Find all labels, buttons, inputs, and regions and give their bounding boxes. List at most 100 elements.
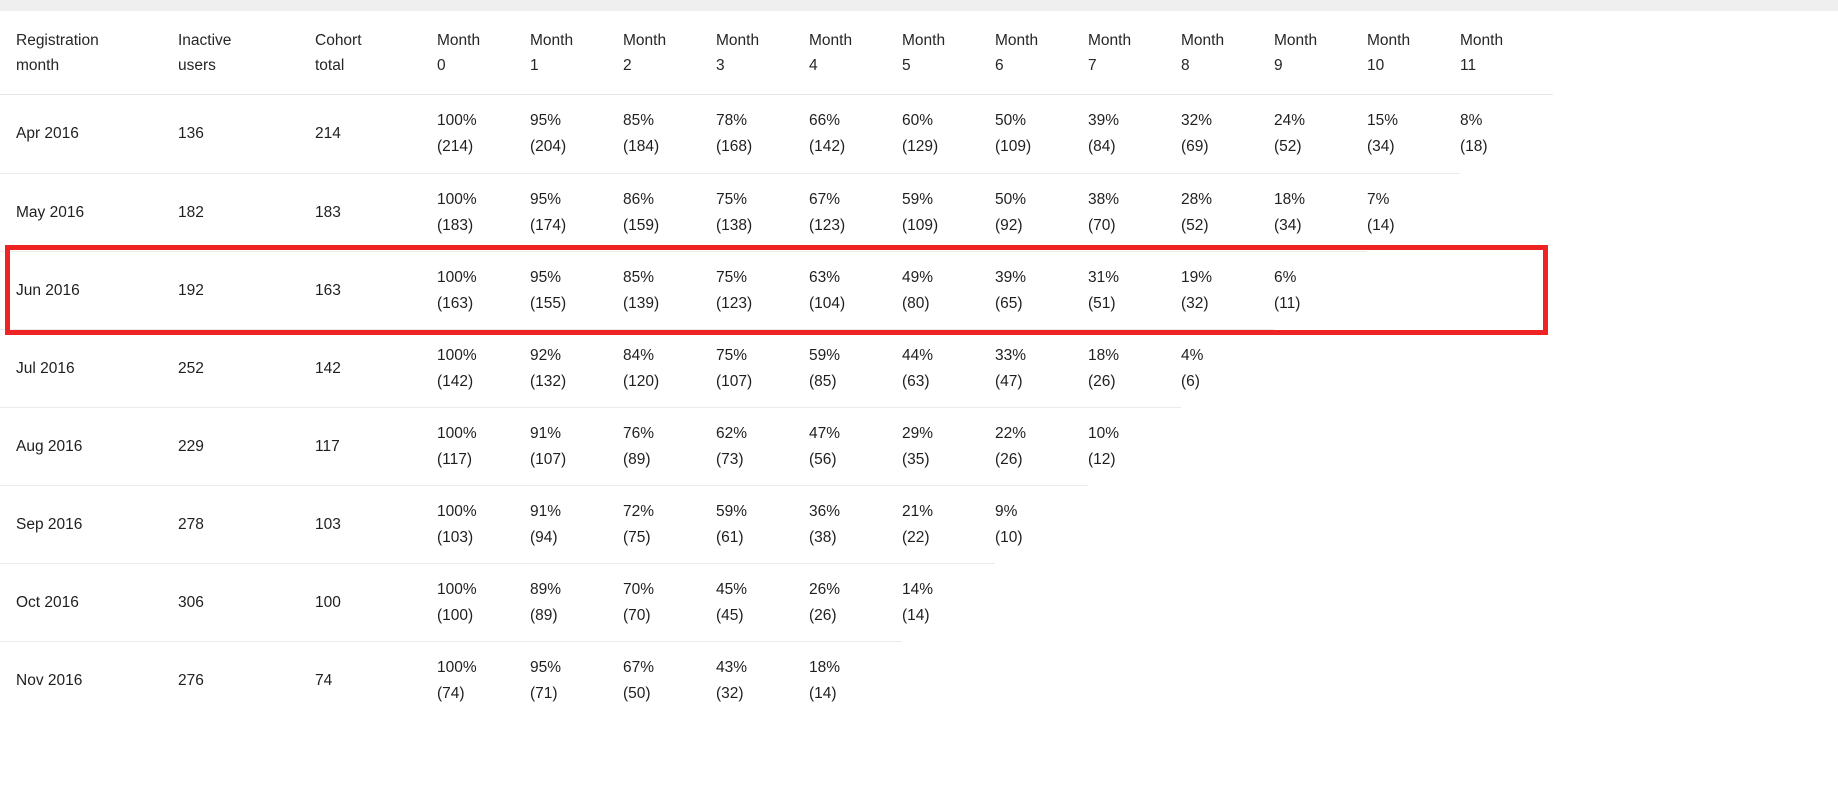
retention-percent: 63% [809, 268, 841, 286]
retention-cell-month-9: 6% (11) [1274, 251, 1367, 329]
retention-percent: 24% [1274, 112, 1306, 129]
retention-count: (155) [530, 294, 567, 312]
column-header-month-2: Month 2 [623, 31, 667, 74]
empty-cell-month-11 [1460, 485, 1553, 563]
retention-percent: 43% [716, 658, 748, 676]
retention-percent: 50% [995, 112, 1027, 129]
retention-count: (18) [1460, 138, 1488, 155]
retention-percent: 18% [1274, 190, 1306, 208]
table-row-jun-2016-highlighted: Jun 2016 192 163 100% (163) 95% (155) 85% (139) 7… [0, 245, 1553, 335]
retention-cell-month-4: 63% (104) [809, 251, 902, 329]
retention-count: (10) [995, 528, 1023, 546]
retention-percent: 86% [623, 190, 655, 208]
empty-cell-month-8 [1181, 485, 1274, 563]
table-header-row: Registration month Inactive users Cohort tota… [0, 11, 1553, 95]
retention-cell-month-8: 28% (52) [1181, 173, 1274, 251]
inactive-users-cell: 306 [178, 563, 315, 641]
retention-cell-month-4: 18% (14) [809, 641, 902, 719]
retention-percent: 9% [995, 502, 1018, 520]
retention-count: (75) [623, 528, 651, 546]
retention-count: (109) [995, 138, 1032, 155]
cohort-total-cell: 100 [315, 563, 437, 641]
retention-percent: 67% [809, 190, 841, 208]
retention-percent: 38% [1088, 190, 1120, 208]
column-header-month-10: Month 10 [1367, 31, 1411, 74]
inactive-users-cell: 229 [178, 407, 315, 485]
retention-cell-month-5: 49% (80) [902, 251, 995, 329]
retention-count: (129) [902, 138, 939, 155]
retention-cell-month-0: 100% (214) [437, 95, 530, 173]
column-header-month-4: Month 4 [809, 31, 853, 74]
retention-percent: 100% [437, 424, 477, 442]
retention-cell-month-7: 39% (84) [1088, 95, 1181, 173]
retention-percent: 21% [902, 502, 934, 520]
retention-cell-month-3: 45% (45) [716, 563, 809, 641]
retention-percent: 62% [716, 424, 748, 442]
retention-count: (38) [809, 528, 837, 546]
retention-percent: 70% [623, 580, 655, 598]
empty-cell-month-11 [1460, 329, 1553, 407]
cohort-total-cell: 163 [315, 251, 437, 329]
column-header-month-8: Month 8 [1181, 31, 1225, 74]
retention-cell-month-1: 95% (174) [530, 173, 623, 251]
retention-percent: 60% [902, 112, 934, 129]
inactive-users-cell: 192 [178, 251, 315, 329]
retention-count: (14) [809, 684, 837, 702]
registration-month-cell: Aug 2016 [0, 407, 178, 485]
retention-count: (12) [1088, 450, 1116, 468]
retention-count: (74) [437, 684, 465, 702]
retention-cell-month-0: 100% (183) [437, 173, 530, 251]
retention-percent: 95% [530, 658, 562, 676]
inactive-users-cell: 278 [178, 485, 315, 563]
retention-count: (45) [716, 606, 744, 624]
retention-count: (32) [1181, 294, 1209, 312]
retention-cell-month-10: 15% (34) [1367, 95, 1460, 173]
retention-count: (56) [809, 450, 837, 468]
retention-count: (123) [716, 294, 753, 312]
retention-percent: 100% [437, 658, 477, 676]
retention-cell-month-5: 21% (22) [902, 485, 995, 563]
retention-cell-month-0: 100% (163) [437, 251, 530, 329]
retention-cell-month-1: 91% (107) [530, 407, 623, 485]
retention-percent: 100% [437, 112, 477, 129]
retention-percent: 4% [1181, 346, 1204, 364]
retention-percent: 15% [1367, 112, 1399, 129]
retention-count: (71) [530, 684, 558, 702]
retention-cell-month-0: 100% (103) [437, 485, 530, 563]
retention-count: (132) [530, 372, 567, 390]
table-row-may-2016: May 2016 182 183 100% (183) 95% (174) 86% (159) 7… [0, 173, 1553, 251]
retention-percent: 32% [1181, 112, 1213, 129]
retention-cell-month-2: 85% (139) [623, 251, 716, 329]
registration-month-cell: Oct 2016 [0, 563, 178, 641]
retention-cell-month-1: 95% (71) [530, 641, 623, 719]
retention-cell-month-4: 66% (142) [809, 95, 902, 173]
retention-count: (168) [716, 138, 753, 155]
retention-percent: 75% [716, 268, 748, 286]
retention-percent: 75% [716, 190, 748, 208]
retention-count: (104) [809, 294, 846, 312]
retention-cell-month-2: 84% (120) [623, 329, 716, 407]
retention-cell-month-11: 8% (18) [1460, 95, 1553, 173]
empty-cell-month-8 [1181, 641, 1274, 719]
retention-percent: 91% [530, 424, 562, 442]
column-header-month-5: Month 5 [902, 31, 946, 74]
retention-percent: 45% [716, 580, 748, 598]
retention-percent: 75% [716, 346, 748, 364]
retention-cell-month-9: 24% (52) [1274, 95, 1367, 173]
column-header-month-6: Month 6 [995, 31, 1039, 74]
retention-cell-month-1: 91% (94) [530, 485, 623, 563]
table-row-apr-2016: Apr 2016 136 214 100% (214) 95% (204) 85% (184) 7… [0, 95, 1553, 173]
empty-cell-month-9 [1274, 563, 1367, 641]
cohort-total-cell: 183 [315, 173, 437, 251]
inactive-users-cell: 136 [178, 125, 204, 142]
empty-cell-month-11 [1460, 563, 1553, 641]
retention-count: (70) [623, 606, 651, 624]
retention-cell-month-4: 67% (123) [809, 173, 902, 251]
retention-count: (123) [809, 216, 846, 234]
column-header-cohort-total: Cohort total [315, 31, 362, 74]
table-row-aug-2016: Aug 2016 229 117 100% (117) 91% (107) 76% (89) 62… [0, 407, 1553, 485]
retention-count: (14) [1367, 216, 1395, 234]
retention-count: (89) [530, 606, 558, 624]
retention-cell-month-5: 59% (109) [902, 173, 995, 251]
cohort-total-cell: 74 [315, 641, 437, 719]
